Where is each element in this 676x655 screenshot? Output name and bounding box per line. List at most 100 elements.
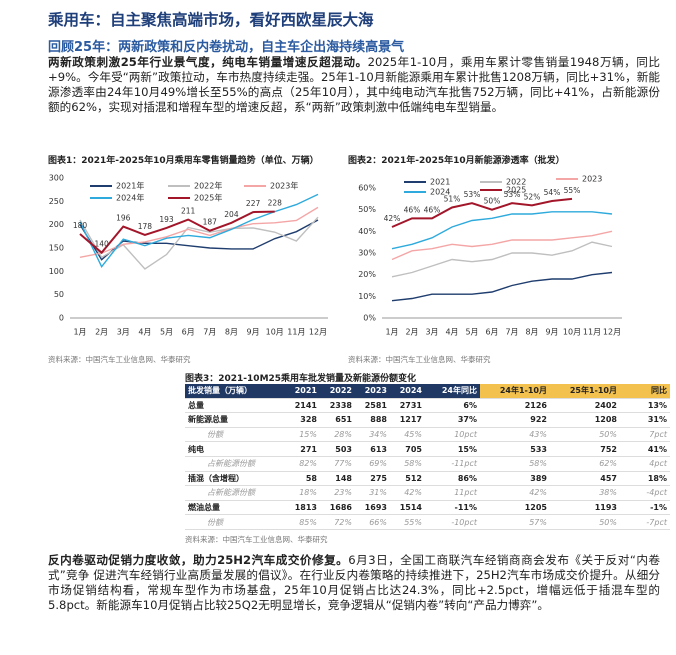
data-label: 178 <box>138 222 153 231</box>
table-cell: 57% <box>480 514 550 530</box>
table-row: 占新能源份额 82% 77% 69% 58% -11pct 58% 62% 4pct <box>185 456 670 472</box>
x-tick-label: 8月 <box>525 328 538 337</box>
data-label: 54% <box>544 188 561 197</box>
x-tick-label: 3月 <box>425 328 438 337</box>
table-cell: 43% <box>480 427 550 443</box>
table-cell: 613 <box>355 441 390 457</box>
table-cell: -11% <box>425 500 480 516</box>
table-cell: 1208 <box>550 412 620 428</box>
body: 2025年1-10月，乘用车累计零售销量1948万辆，同比+9%。今年受“两新”… <box>48 55 661 114</box>
table-cell: 2023 <box>355 384 390 399</box>
x-tick-label: 12月 <box>309 328 327 337</box>
table-cell: 271 <box>285 441 320 457</box>
y-tick-label: 0 <box>59 314 64 323</box>
table-cell: 18% <box>285 485 320 501</box>
table-cell: 1514 <box>390 500 425 516</box>
y-tick-label: 50% <box>358 205 376 214</box>
table-row: 份额 85% 72% 66% 55% -10pct 57% 50% -7pct <box>185 514 670 530</box>
table-cell: 533 <box>480 441 550 457</box>
table-cell: 23% <box>320 485 355 501</box>
x-tick-label: 5月 <box>465 328 478 337</box>
y-tick-label: 30% <box>358 249 376 258</box>
table-cell: 148 <box>320 471 355 487</box>
table-cell: 50% <box>550 514 620 530</box>
table-cell: 13% <box>620 398 670 414</box>
data-label: 193 <box>159 215 174 224</box>
y-tick-label: 150 <box>49 244 64 253</box>
table-cell: 1217 <box>390 412 425 428</box>
x-tick-label: 7月 <box>505 328 518 337</box>
data-label: 187 <box>203 218 218 227</box>
table-row: 燃油总量 1813 1686 1693 1514 -11% 1205 1193 -1% <box>185 500 670 516</box>
table-row: 插混（含增程） 58 148 275 512 86% 389 457 18% <box>185 471 670 487</box>
table-cell: -4pct <box>620 485 670 501</box>
table-cell: 28% <box>320 427 355 443</box>
table-cell: -1% <box>620 500 670 516</box>
table-cell: 6% <box>425 398 480 414</box>
table-cell: 41% <box>620 441 670 457</box>
table-cell: 24年1-10月 <box>480 384 550 399</box>
y-tick-label: 250 <box>49 197 64 206</box>
series-line <box>391 230 613 261</box>
data-label: 50% <box>484 197 501 206</box>
table-cell: 58% <box>390 456 425 472</box>
table-cell: 69% <box>355 456 390 472</box>
data-label: 53% <box>464 190 481 199</box>
table-cell: 457 <box>550 471 620 487</box>
data-label: 46% <box>404 205 421 214</box>
series-line <box>79 193 319 268</box>
table-cell: 72% <box>320 514 355 530</box>
table-cell: 86% <box>425 471 480 487</box>
data-label: 140 <box>94 240 109 249</box>
x-tick-label: 9月 <box>545 328 558 337</box>
data-label: 211 <box>181 207 196 216</box>
table-cell: 新能源总量 <box>185 412 285 428</box>
table-row: 纯电 271 503 613 705 15% 533 752 41% <box>185 441 670 457</box>
table-cell: 2024 <box>390 384 425 399</box>
table-cell: 2402 <box>550 398 620 414</box>
x-tick-label: 11月 <box>583 328 601 337</box>
body: 6月3日，全国工商联汽车经销商商会发布《关于反对“内卷式”竞争 促进汽车经销行业… <box>48 553 661 612</box>
table-cell: 2338 <box>320 398 355 414</box>
y-tick-label: 60% <box>358 184 376 193</box>
series-line <box>391 211 613 250</box>
x-tick-label: 7月 <box>203 328 216 337</box>
subtitle: 回顾25年：两新政策和反内卷扰动，自主车企出海持续高景气 <box>48 40 405 55</box>
series-line <box>391 271 613 302</box>
table-cell: 份额 <box>185 514 285 530</box>
legend-label: 2021 <box>430 178 450 187</box>
table-cell: 份额 <box>185 427 285 443</box>
table-cell: 1205 <box>480 500 550 516</box>
data-label: 53% <box>504 190 521 199</box>
series-line <box>79 210 275 255</box>
x-tick-label: 10月 <box>563 328 581 337</box>
source: 资料来源：中国汽车工业信息网、华泰研究 <box>348 355 491 364</box>
table-row: 批发销量（万辆） 2021 2022 2023 2024 24年同比 24年1-10月 25年… <box>185 384 670 399</box>
x-tick-label: 2月 <box>405 328 418 337</box>
table-cell: 77% <box>320 456 355 472</box>
data-label: 46% <box>424 205 441 214</box>
table-cell: 58 <box>285 471 320 487</box>
table-cell: 15% <box>285 427 320 443</box>
y-tick-label: 20% <box>358 270 376 279</box>
legend-label: 2021年 <box>116 181 144 191</box>
table-cell: 2022 <box>320 384 355 399</box>
table-cell: 燃油总量 <box>185 500 285 516</box>
table-cell: 插混（含增程） <box>185 471 285 487</box>
table-row: 新能源总量 328 651 888 1217 37% 922 1208 31% <box>185 412 670 428</box>
x-tick-label: 6月 <box>182 328 195 337</box>
table-cell: 15% <box>425 441 480 457</box>
table-cell: 888 <box>355 412 390 428</box>
table-cell: 占新能源份额 <box>185 456 285 472</box>
table-row: 份额 15% 28% 34% 45% 10pct 43% 50% 7pct <box>185 427 670 443</box>
table-cell: 2021 <box>285 384 320 399</box>
table-caption: 图表3：2021-10M25乘用车批发销量及新能源份额变化 <box>185 374 417 384</box>
x-tick-label: 8月 <box>225 328 238 337</box>
y-tick-label: 50 <box>54 290 64 299</box>
table-cell: 512 <box>390 471 425 487</box>
x-tick-label: 5月 <box>160 328 173 337</box>
table-cell: 50% <box>550 427 620 443</box>
table-cell: 占新能源份额 <box>185 485 285 501</box>
x-tick-label: 6月 <box>485 328 498 337</box>
legend-label: 2024年 <box>116 193 144 203</box>
